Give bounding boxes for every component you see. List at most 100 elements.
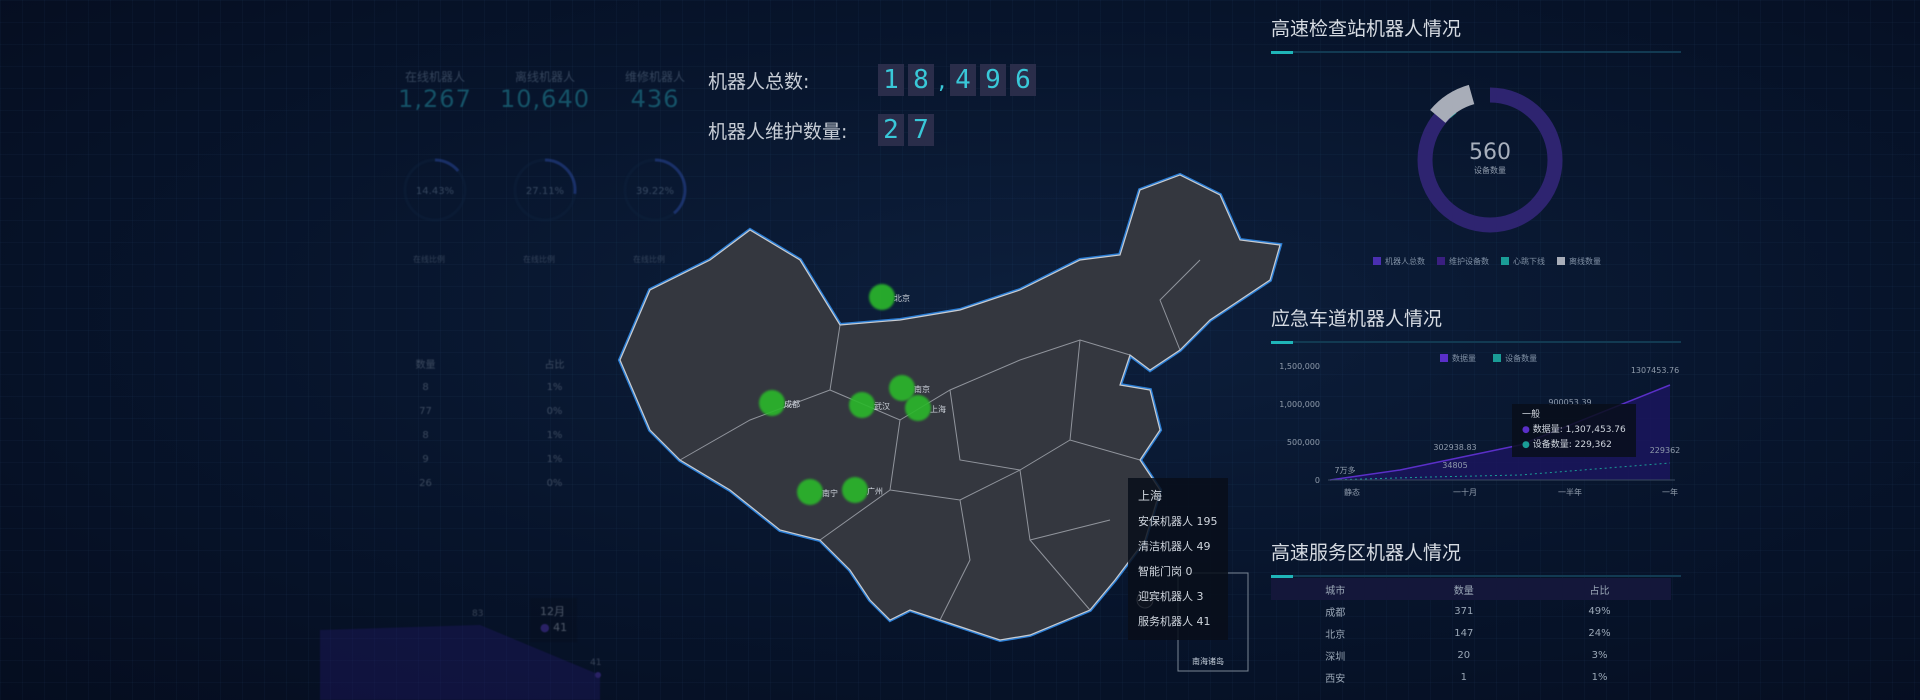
table-row: 8 1% [422, 429, 563, 441]
table-row: 26 0% [419, 477, 563, 489]
area-tooltip: 12月 ● 41 [530, 598, 578, 642]
area-fill [320, 625, 600, 700]
data-label: 7万多 [1334, 465, 1355, 475]
left-panel: 在线机器人 1,267 离线机器人 10,640 维修机器人 436 14.43% 在线… [320, 0, 687, 700]
series-line-devices [1329, 462, 1671, 481]
city-marker[interactable]: 武汉 [849, 392, 890, 418]
kpi-label: 维修机器人 [624, 70, 685, 84]
table-row: 西安 1 1% [1325, 671, 1608, 685]
x-tick: 静态 [1344, 487, 1360, 497]
x-tick: 一半年 [1558, 487, 1582, 497]
city-label: 上海 [930, 404, 946, 414]
y-tick: 0 [1315, 476, 1320, 485]
data-label: 34805 [1442, 461, 1467, 470]
line-legend: 数据量 设备数量 [1440, 347, 1549, 366]
table-row: 北京 147 24% [1325, 627, 1611, 641]
left-table: 数量 占比 8 1% 77 0% 8 1% 9 1% 26 0% [360, 350, 620, 496]
counter-digit: 1 [878, 64, 904, 96]
province-borders [679, 259, 1201, 621]
city-marker[interactable]: 广州 [842, 477, 883, 503]
data-label: 1307453.76 [1631, 366, 1679, 375]
counter-digit: , [938, 66, 946, 94]
area-point [595, 672, 601, 678]
table-row: 77 0% [419, 405, 563, 417]
map-tooltip: 上海 安保机器人 195 清洁机器人 49 智能门岗 0 迎宾机器人 3 服务机器人 4… [1128, 478, 1228, 640]
stats-block: 机器人总数: 1 8, 4 9 6 机器人维护数量: 2 7 [708, 62, 1040, 148]
legend-item[interactable]: 机器人总数 [1373, 256, 1425, 267]
gauge-arc [623, 158, 687, 222]
kpi-online: 在线机器人 1,267 [380, 68, 490, 113]
left-area-chart: 83 41 [320, 609, 601, 700]
area-label: 83 [472, 609, 483, 619]
counter-digit: 9 [980, 64, 1006, 96]
data-label: 900053.39 [1548, 398, 1591, 407]
table-row: 9 1% [422, 453, 563, 465]
panel-title: 高速服务区机器人情况 [1271, 542, 1462, 564]
counter-digit: 7 [908, 114, 934, 146]
legend-item[interactable]: 维护设备数 [1437, 256, 1489, 267]
maint-label: 机器人维护数量: [708, 120, 848, 143]
gauge-arc [513, 158, 577, 222]
gauge: 39.22% 在线比例 [600, 150, 710, 266]
panel-title: 应急车道机器人情况 [1271, 308, 1443, 330]
checkpoint-panel: 高速检查站机器人情况 [1271, 14, 1681, 54]
total-label: 机器人总数: [708, 70, 810, 93]
table-row: 成都 371 49% [1325, 605, 1611, 619]
gauge-value: 27.11% [526, 186, 564, 197]
city-marker[interactable]: 南宁 [797, 479, 838, 505]
city-label: 广州 [867, 486, 883, 496]
legend-item[interactable]: 离线数量 [1557, 256, 1601, 267]
checkpoint-donut [1412, 82, 1568, 238]
counter-digit: 4 [950, 64, 976, 96]
gauge: 27.11% 在线比例 [490, 150, 600, 266]
line-tooltip: 一般 ● 数据量: 1,307,453.76 ● 设备数量: 229,362 [1512, 404, 1636, 457]
gauge: 14.43% 在线比例 [380, 150, 490, 266]
kpi-value: 1,267 [398, 85, 472, 113]
city-label: 南京 [914, 384, 930, 394]
tooltip-row: 服务机器人 41 [1138, 615, 1211, 628]
kpi-value: 10,640 [500, 85, 590, 113]
city-label: 北京 [894, 293, 910, 303]
tooltip-row: 清洁机器人 49 [1138, 540, 1211, 553]
kpi-label: 离线机器人 [514, 70, 575, 84]
donut-slice [1417, 87, 1563, 233]
gauge-legend: 在线比例 [413, 255, 445, 264]
donut-legend: 机器人总数 维护设备数 心跳下线 离线数量 [1373, 250, 1613, 269]
gauge-value: 14.43% [416, 186, 454, 197]
map-land [619, 174, 1281, 641]
counter-digit: 2 [878, 114, 904, 146]
city-label: 南宁 [822, 488, 838, 498]
city-marker[interactable]: 南京 [889, 375, 930, 401]
counter-digit: 8 [908, 64, 934, 96]
emergency-panel: 应急车道机器人情况 [1271, 304, 1681, 344]
tooltip-row: 安保机器人 195 [1138, 515, 1218, 528]
tooltip-city: 上海 [1138, 489, 1163, 503]
y-tick: 500,000 [1287, 438, 1320, 447]
inset-label: 南海诸岛 [1192, 656, 1224, 666]
service-panel: 高速服务区机器人情况 [1271, 538, 1681, 578]
city-marker[interactable]: 上海 [905, 395, 946, 421]
city-label: 成都 [784, 399, 800, 409]
x-tick: 一十月 [1453, 487, 1477, 497]
table-row: 8 1% [422, 381, 563, 393]
y-tick: 1,500,000 [1279, 362, 1320, 371]
tooltip-row: 迎宾机器人 3 [1138, 590, 1204, 603]
donut-center: 560 设备数量 [1440, 140, 1540, 176]
table-row: 深圳 20 3% [1325, 649, 1608, 663]
data-label: 229362 [1650, 446, 1680, 455]
service-table: 城市 数量 占比 成都 371 49% 北京 147 24% 深圳 20 3% 西安 1 1% [1271, 578, 1671, 688]
donut-value: 560 [1469, 140, 1511, 165]
donut-label: 设备数量 [1474, 166, 1506, 175]
gauge-legend: 在线比例 [633, 255, 665, 264]
tooltip-row: 智能门岗 0 [1138, 565, 1193, 578]
gauge-legend: 在线比例 [523, 255, 555, 264]
city-marker[interactable]: 成都 [759, 390, 800, 416]
kpi-label: 在线机器人 [404, 70, 465, 84]
kpi-value: 436 [630, 85, 680, 113]
legend-item[interactable]: 心跳下线 [1501, 256, 1545, 267]
city-marker[interactable]: 北京 [869, 284, 910, 310]
kpi-repair: 维修机器人 436 [600, 68, 710, 113]
